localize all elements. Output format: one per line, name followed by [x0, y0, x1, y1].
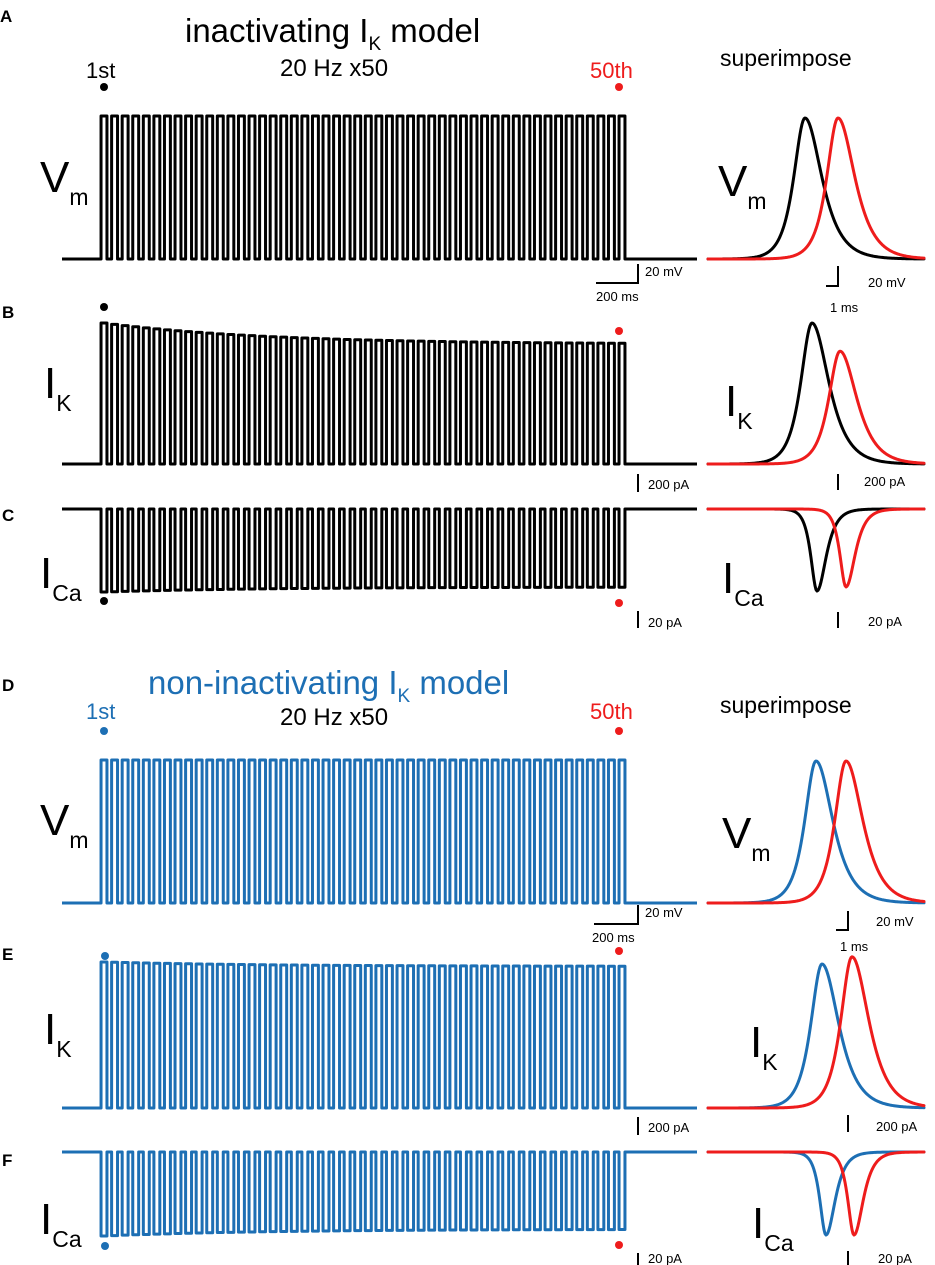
vm-label-sp-bottom: Vm [722, 809, 771, 866]
sp-scale-y-label-d: 20 mV [876, 914, 914, 929]
last-spike-dot-e [615, 947, 623, 955]
vm-label-sp-top: Vm [718, 157, 767, 214]
spike-train-trace-a [62, 114, 697, 261]
superimpose-label-bottom: superimpose [720, 692, 852, 718]
last-spike-label-bottom: 50th [590, 699, 633, 724]
section-title-bottom: non-inactivating IK model [148, 664, 509, 707]
section-non-inactivating: D E F non-inactivating IK model 20 Hz x5… [2, 664, 926, 1265]
ica-label-top: ICa [40, 549, 82, 606]
superimposed-last-spike-d [706, 759, 926, 905]
sp-scale-x-label-d: 1 ms [840, 939, 869, 954]
first-spike-label-top: 1st [86, 58, 115, 83]
panel-label-f: F [2, 1151, 12, 1170]
superimposed-last-spike-a [706, 116, 926, 261]
last-spike-label-top: 50th [590, 58, 633, 83]
superimposed-first-spike-c [706, 507, 926, 593]
last-spike-dot-a [615, 83, 623, 91]
vm-label-top: Vm [40, 153, 89, 210]
last-spike-dot-b [615, 327, 623, 335]
spike-train-trace-d [62, 758, 697, 905]
scale-y-label-b: 200 pA [648, 477, 690, 492]
sp-scale-y-label-e: 200 pA [876, 1119, 918, 1134]
section-inactivating: A B C inactivating IK model 20 Hz x50 1s… [0, 7, 926, 630]
ik-label-sp-bottom: IK [750, 1018, 778, 1075]
sp-scale-y-label-f: 20 pA [878, 1251, 912, 1265]
first-spike-dot-c [100, 597, 108, 605]
scale-bar-a [596, 264, 639, 284]
ica-label-sp-bottom: ICa [752, 1199, 794, 1256]
stim-label-bottom: 20 Hz x50 [280, 704, 388, 731]
superimposed-last-spike-f [706, 1150, 926, 1237]
panel-label-e: E [2, 945, 13, 964]
scale-y-label-e: 200 pA [648, 1120, 690, 1135]
spike-train-trace-b [62, 321, 697, 466]
ik-label-top: IK [44, 359, 72, 416]
scale-y-label-c: 20 pA [648, 615, 682, 630]
stim-label-top: 20 Hz x50 [280, 55, 388, 82]
sp-scale-y-label-c: 20 pA [868, 614, 902, 629]
spike-train-trace-f [62, 1150, 697, 1238]
first-spike-dot-a [100, 83, 108, 91]
panel-label-a: A [0, 7, 12, 26]
superimposed-first-spike-f [706, 1150, 926, 1237]
scale-y-label-f: 20 pA [648, 1251, 682, 1265]
section-title-top: inactivating IK model [185, 12, 480, 55]
sp-scale-x-label-a: 1 ms [830, 300, 859, 315]
superimposed-last-spike-b [706, 349, 926, 466]
panel-label-c: C [2, 506, 14, 525]
sp-scale-y-label-a: 20 mV [868, 275, 906, 290]
scale-y-label-a: 20 mV [645, 264, 683, 279]
scale-bar-d [594, 905, 639, 925]
spike-train-trace-e [62, 960, 697, 1110]
scale-x-label-a: 200 ms [596, 289, 639, 304]
vm-label-bottom: Vm [40, 796, 89, 853]
sp-scale-y-label-b: 200 pA [864, 474, 906, 489]
panel-label-b: B [2, 303, 14, 322]
last-spike-dot-c [615, 599, 623, 607]
first-spike-dot-f [101, 1242, 109, 1250]
first-spike-dot-d [100, 727, 108, 735]
ik-label-sp-top: IK [725, 377, 753, 434]
first-spike-label-bottom: 1st [86, 699, 115, 724]
superimpose-label-top: superimpose [720, 45, 852, 71]
scale-x-label-d: 200 ms [592, 930, 635, 945]
superimposed-last-spike-c [706, 507, 926, 589]
panel-label-d: D [2, 676, 14, 695]
superimposed-last-spike-e [706, 955, 926, 1110]
last-spike-dot-d [615, 727, 623, 735]
ik-label-bottom: IK [44, 1005, 72, 1062]
ica-label-sp-top: ICa [722, 554, 764, 611]
spike-train-trace-c [62, 507, 697, 594]
ica-label-bottom: ICa [40, 1195, 82, 1252]
first-spike-dot-b [100, 303, 108, 311]
first-spike-dot-e [101, 952, 109, 960]
scale-y-label-d: 20 mV [645, 905, 683, 920]
sp-scale-bar-d [836, 911, 849, 931]
last-spike-dot-f [615, 1241, 623, 1249]
sp-scale-bar-a [826, 266, 839, 287]
